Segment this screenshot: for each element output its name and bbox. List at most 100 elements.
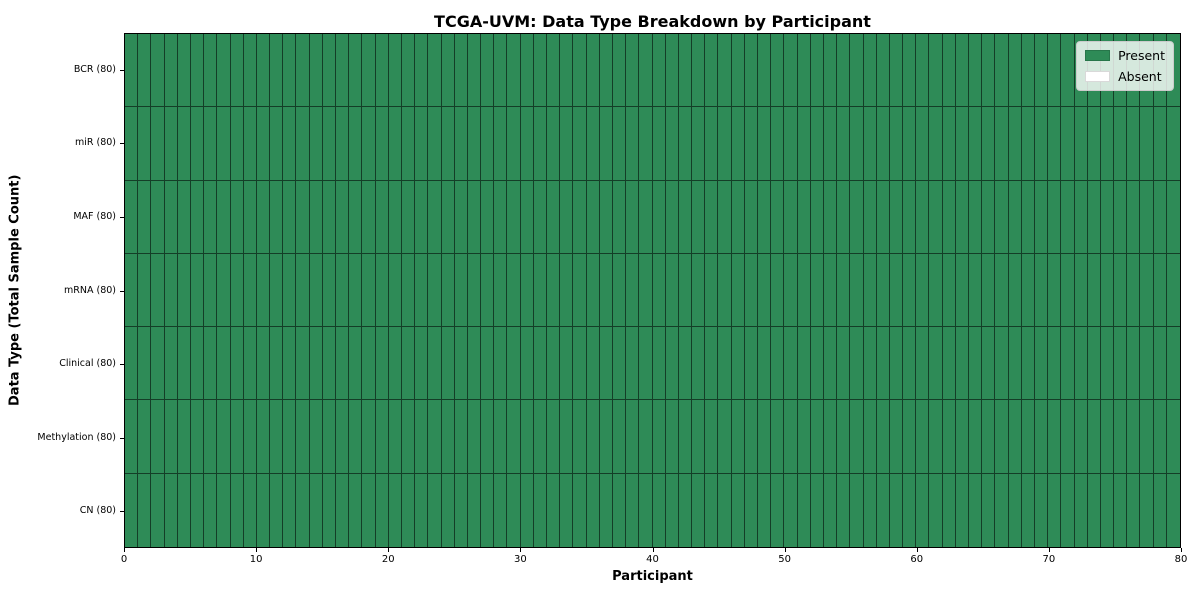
heatmap-cell bbox=[217, 107, 231, 181]
heatmap-cell bbox=[758, 400, 772, 474]
heatmap-cell bbox=[705, 327, 719, 401]
heatmap-cell bbox=[362, 400, 376, 474]
heatmap-cell bbox=[349, 400, 363, 474]
heatmap-cell bbox=[177, 34, 191, 108]
heatmap-cell bbox=[1061, 473, 1075, 547]
heatmap-cell bbox=[573, 400, 587, 474]
heatmap-cell bbox=[599, 107, 613, 181]
y-tick-label: miR (80) bbox=[74, 137, 116, 149]
y-tick-mark bbox=[120, 216, 124, 218]
heatmap-cell bbox=[929, 400, 943, 474]
x-tick-mark bbox=[784, 548, 786, 552]
heatmap-cell bbox=[1034, 400, 1049, 474]
heatmap-cell bbox=[296, 107, 310, 181]
heatmap-cell bbox=[481, 327, 495, 401]
heatmap-cell bbox=[1061, 327, 1075, 401]
heatmap-cell bbox=[876, 473, 890, 547]
heatmap-cell bbox=[639, 34, 653, 108]
heatmap-cell bbox=[1127, 400, 1141, 474]
heatmap-cell bbox=[270, 107, 284, 181]
heatmap-cell bbox=[217, 400, 231, 474]
heatmap-cell bbox=[1048, 107, 1062, 181]
heatmap-cell bbox=[520, 180, 534, 254]
heatmap-cell bbox=[599, 400, 613, 474]
heatmap-cell bbox=[823, 34, 838, 108]
heatmap-cell bbox=[1087, 473, 1101, 547]
heatmap-cell bbox=[1074, 253, 1088, 328]
heatmap-cell bbox=[125, 107, 139, 181]
heatmap-cell bbox=[243, 473, 257, 547]
heatmap-cell bbox=[520, 473, 534, 547]
y-tick-label: BCR (80) bbox=[73, 63, 116, 75]
heatmap-cell bbox=[823, 473, 838, 547]
y-tick-mark bbox=[120, 511, 124, 513]
heatmap-cell bbox=[705, 473, 719, 547]
heatmap-cell bbox=[428, 327, 442, 401]
heatmap-cell bbox=[731, 327, 745, 401]
heatmap-cell bbox=[916, 473, 930, 547]
heatmap-cell bbox=[744, 400, 758, 474]
heatmap-cell bbox=[322, 253, 336, 328]
chart-title: TCGA-UVM: Data Type Breakdown by Partici… bbox=[434, 12, 871, 31]
heatmap-cell bbox=[626, 473, 640, 547]
heatmap-cell bbox=[164, 327, 178, 401]
heatmap-cell bbox=[322, 400, 336, 474]
heatmap-cell bbox=[520, 34, 534, 108]
legend: Present Absent bbox=[1076, 41, 1174, 91]
heatmap-cell bbox=[494, 107, 508, 181]
heatmap-cell bbox=[955, 107, 969, 181]
heatmap-cell bbox=[138, 107, 152, 181]
heatmap-cell bbox=[692, 253, 706, 328]
heatmap-cell bbox=[151, 473, 165, 547]
heatmap-cell bbox=[309, 327, 323, 401]
heatmap-cell bbox=[243, 253, 257, 328]
heatmap-cell bbox=[903, 107, 917, 181]
heatmap-cell bbox=[903, 180, 917, 254]
heatmap-cell bbox=[283, 180, 297, 254]
heatmap-cell bbox=[401, 253, 416, 328]
heatmap-cell bbox=[599, 180, 613, 254]
heatmap-cell bbox=[336, 400, 350, 474]
heatmap-cell bbox=[837, 180, 851, 254]
heatmap-cell bbox=[784, 253, 798, 328]
heatmap-cell bbox=[784, 327, 798, 401]
heatmap-cell bbox=[942, 107, 956, 181]
heatmap-cell bbox=[718, 473, 732, 547]
heatmap-cell bbox=[125, 180, 139, 254]
heatmap-cell bbox=[1140, 107, 1154, 181]
heatmap-cell bbox=[1061, 34, 1075, 108]
heatmap-cell bbox=[1008, 400, 1022, 474]
heatmap-cell bbox=[771, 253, 785, 328]
heatmap-cell bbox=[758, 180, 772, 254]
heatmap-cell bbox=[665, 327, 679, 401]
heatmap-cell bbox=[362, 473, 376, 547]
heatmap-cell bbox=[349, 180, 363, 254]
heatmap-cell bbox=[876, 34, 890, 108]
heatmap-cell bbox=[863, 107, 877, 181]
heatmap-cell bbox=[823, 400, 838, 474]
heatmap-cell bbox=[705, 253, 719, 328]
heatmap-cell bbox=[507, 180, 521, 254]
heatmap-cell bbox=[415, 400, 429, 474]
heatmap-cell bbox=[177, 107, 191, 181]
heatmap-cell bbox=[889, 327, 904, 401]
x-tick-label: 50 bbox=[778, 554, 791, 565]
x-tick-mark bbox=[916, 548, 918, 552]
heatmap-cell bbox=[850, 180, 864, 254]
heatmap-cell bbox=[863, 34, 877, 108]
heatmap-cell bbox=[797, 180, 811, 254]
heatmap-cell bbox=[1021, 107, 1035, 181]
heatmap-cell bbox=[204, 473, 218, 547]
heatmap-cell bbox=[850, 327, 864, 401]
heatmap-cell bbox=[547, 107, 561, 181]
heatmap-cell bbox=[1166, 107, 1180, 181]
heatmap-cell bbox=[837, 34, 851, 108]
heatmap-cell bbox=[718, 327, 732, 401]
heatmap-cell bbox=[138, 180, 152, 254]
heatmap-cell bbox=[678, 180, 693, 254]
heatmap-cell bbox=[309, 107, 323, 181]
heatmap-cell bbox=[903, 253, 917, 328]
heatmap-cell bbox=[612, 107, 627, 181]
heatmap-cell bbox=[349, 107, 363, 181]
heatmap-cell bbox=[1140, 400, 1154, 474]
